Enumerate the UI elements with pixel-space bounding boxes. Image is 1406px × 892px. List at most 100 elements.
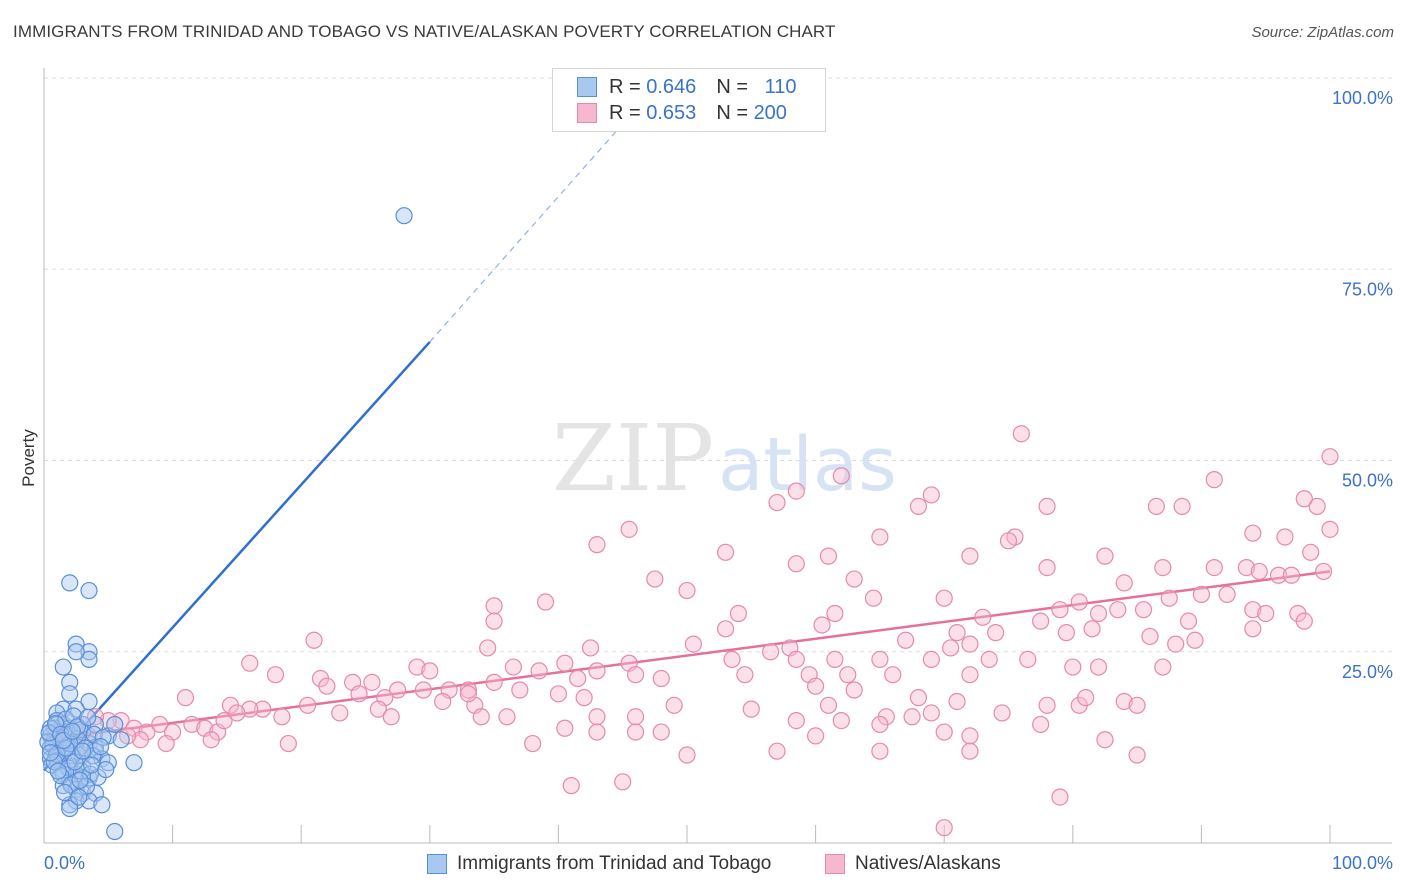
natives-point	[761, 643, 780, 661]
natives-point	[1321, 520, 1339, 538]
natives-point	[459, 681, 477, 699]
natives-point	[556, 654, 574, 672]
trinidad-point	[71, 771, 89, 789]
natives-point	[864, 589, 883, 607]
natives-point	[581, 639, 600, 657]
natives-point	[228, 704, 246, 722]
natives-point	[1295, 490, 1313, 508]
natives-point	[549, 685, 568, 703]
natives-point	[806, 727, 825, 745]
trinidad-point	[91, 738, 110, 756]
natives-point	[716, 620, 735, 638]
legend-item-trinidad[interactable]: Immigrants from Trinidad and Tobago	[427, 851, 771, 877]
natives-point	[369, 700, 387, 718]
natives-point	[736, 666, 754, 684]
natives-point	[845, 570, 863, 588]
natives-point	[1134, 601, 1153, 619]
natives-point	[511, 681, 529, 699]
r-label: R =	[609, 101, 641, 124]
legend-label-trinidad: Immigrants from Trinidad and Tobago	[457, 853, 772, 874]
natives-point	[871, 742, 889, 760]
natives-point	[652, 669, 670, 688]
natives-point	[1019, 650, 1037, 669]
natives-point	[935, 589, 953, 607]
natives-point	[331, 704, 349, 722]
natives-point	[485, 597, 503, 615]
natives-point	[524, 734, 542, 753]
natives-point	[414, 681, 432, 699]
natives-point	[897, 631, 915, 649]
natives-point	[1089, 604, 1108, 623]
natives-point	[980, 650, 998, 669]
natives-point	[961, 635, 979, 653]
natives-point	[530, 662, 548, 680]
natives-point	[729, 604, 748, 623]
natives-point	[1257, 604, 1275, 623]
natives-point	[723, 650, 741, 669]
natives-point	[787, 650, 805, 669]
natives-point	[678, 581, 696, 600]
trinidad-point	[395, 207, 413, 225]
natives-point	[1276, 528, 1294, 546]
tick-labels: Poverty 25.0% 50.0% 75.0% 100.0% 0.0% 100.0%	[19, 88, 1393, 873]
natives-point	[813, 616, 831, 634]
natives-point	[787, 711, 805, 730]
natives-point	[871, 528, 889, 546]
natives-point	[498, 708, 516, 726]
correlation-legend: R = 0.646 N = 110 R = 0.653 N = 200	[552, 68, 826, 132]
natives-point	[684, 635, 703, 653]
natives-point	[556, 719, 574, 737]
natives-point	[131, 731, 150, 749]
natives-point	[626, 708, 645, 726]
trinidad-point	[49, 762, 67, 780]
natives-point	[1012, 425, 1030, 443]
trinidad-point	[125, 754, 143, 772]
natives-point	[1154, 658, 1172, 676]
trinidad-point	[79, 708, 97, 727]
legend-item-natives[interactable]: Natives/Alaskans	[825, 851, 1001, 877]
n-label: N =	[716, 75, 748, 98]
natives-point	[832, 467, 850, 485]
trinidad-point	[54, 731, 72, 750]
natives-point	[157, 734, 175, 753]
natives-point	[845, 681, 863, 699]
natives-point	[652, 723, 670, 741]
natives-point	[626, 723, 645, 741]
natives-point	[1064, 658, 1082, 676]
trinidad-trend-extension	[429, 123, 624, 343]
natives-trend-line	[43, 570, 1331, 741]
natives-point	[1089, 658, 1108, 676]
natives-point	[1269, 566, 1288, 584]
natives-point	[1154, 558, 1172, 577]
natives-point	[279, 734, 297, 753]
natives-point	[819, 547, 838, 565]
watermark: ZIP atlas	[552, 405, 897, 512]
trinidad-point	[61, 685, 79, 703]
natives-point	[536, 593, 555, 611]
natives-point	[305, 631, 323, 649]
natives-point	[665, 696, 683, 714]
natives-point	[202, 731, 220, 749]
natives-point	[1032, 715, 1050, 734]
legend-row-blue: R = 0.646 N = 110	[577, 75, 797, 99]
trinidad-point	[80, 650, 98, 669]
natives-point	[575, 689, 593, 707]
natives-point	[987, 624, 1005, 642]
natives-point	[935, 819, 953, 837]
natives-point	[350, 685, 368, 703]
natives-point	[421, 662, 439, 680]
trinidad-point	[45, 753, 63, 771]
natives-point	[1314, 562, 1333, 581]
n-label: N =	[716, 101, 748, 124]
axes	[43, 68, 1392, 844]
natives-point	[1109, 601, 1127, 619]
natives-point	[922, 486, 940, 504]
trinidad-point	[67, 700, 85, 718]
n-value: 200	[753, 101, 787, 124]
natives-point	[215, 711, 233, 730]
natives-point	[961, 727, 979, 745]
natives-point	[948, 692, 966, 711]
natives-point	[768, 742, 786, 760]
natives-point	[588, 723, 606, 741]
